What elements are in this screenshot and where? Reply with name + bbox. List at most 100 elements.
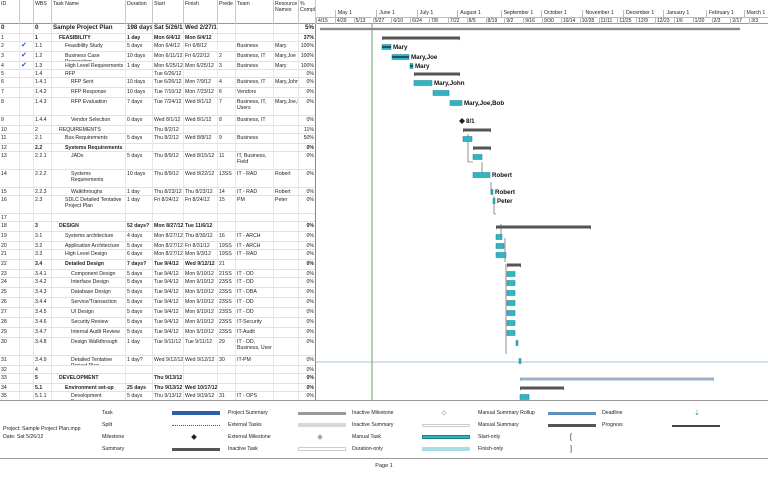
cell-team[interactable] — [236, 260, 274, 269]
cell-finish[interactable]: Wed 9/12/12 — [184, 356, 218, 365]
cell-start[interactable]: Sat 5/26/12 — [153, 24, 184, 33]
cell-indicator[interactable] — [20, 250, 34, 259]
col-predecessors-header[interactable]: Prede — [218, 0, 236, 24]
cell-resource-names[interactable]: Mary,John — [274, 78, 299, 87]
cell-team[interactable] — [236, 144, 274, 151]
cell-task-name[interactable]: Development Environment — [52, 392, 126, 400]
cell-resource-names[interactable] — [274, 214, 299, 221]
cell-percent-complete[interactable]: 0% — [299, 384, 315, 391]
cell-team[interactable] — [236, 24, 274, 33]
cell-task-name[interactable]: RFP Response — [52, 88, 126, 97]
table-row[interactable]: 33 5 DEVELOPMENT Thu 9/13/12 0% — [0, 374, 315, 384]
cell-id[interactable]: 0 — [0, 24, 20, 33]
cell-indicator[interactable] — [20, 98, 34, 115]
cell-resource-names[interactable] — [274, 328, 299, 337]
cell-finish[interactable]: Mon 9/10/12 — [184, 318, 218, 327]
cell-task-name[interactable]: Business Case Preparation — [52, 52, 126, 61]
cell-start[interactable]: Thu 9/13/12 — [153, 392, 184, 400]
cell-resource-names[interactable] — [274, 134, 299, 143]
table-row[interactable]: 10 2 REQUIREMENTS Thu 8/2/12 11% — [0, 126, 315, 134]
cell-team[interactable]: IT - RAD — [236, 170, 274, 187]
cell-predecessors[interactable]: 23SS — [218, 298, 236, 307]
cell-task-name[interactable]: Internal Audit Review — [52, 328, 126, 337]
cell-team[interactable]: IT - DD, Business, User — [236, 338, 274, 355]
cell-task-name[interactable]: Application Architecture — [52, 242, 126, 249]
cell-wbs[interactable]: 1.4.2 — [34, 88, 52, 97]
cell-resource-names[interactable]: Mary,Joe — [274, 52, 299, 61]
table-row[interactable]: 4 ✔ 1.3 High Level Requirements 1 day Mon 6/2… — [0, 62, 315, 70]
cell-task-name[interactable]: Systems Requirements — [52, 144, 126, 151]
cell-percent-complete[interactable]: 0% — [299, 366, 315, 373]
cell-team[interactable]: IT-Audit — [236, 328, 274, 337]
cell-percent-complete[interactable]: 0% — [299, 144, 315, 151]
cell-wbs[interactable]: 2.1 — [34, 134, 52, 143]
cell-finish[interactable]: Mon 9/10/12 — [184, 308, 218, 317]
cell-id[interactable]: 22 — [0, 260, 20, 269]
cell-finish[interactable]: Tue 9/11/12 — [184, 338, 218, 355]
cell-task-name[interactable]: Environment set-up — [52, 384, 126, 391]
cell-finish[interactable]: Mon 6/25/12 — [184, 62, 218, 69]
cell-wbs[interactable]: 1.3 — [34, 62, 52, 69]
cell-resource-names[interactable] — [274, 250, 299, 259]
table-row[interactable]: 1 1 FEASIBILITY 1 day Mon 6/4/12 Mon 6/4/12 37… — [0, 34, 315, 42]
cell-task-name[interactable]: Vendor Selection — [52, 116, 126, 125]
cell-team[interactable]: IT - RAD — [236, 250, 274, 259]
cell-duration[interactable]: 10 days — [126, 78, 153, 87]
cell-resource-names[interactable] — [274, 88, 299, 97]
cell-team[interactable]: Business — [236, 62, 274, 69]
cell-start[interactable]: Thu 8/23/12 — [153, 188, 184, 195]
cell-finish[interactable] — [184, 126, 218, 133]
cell-resource-names[interactable]: Robert — [274, 188, 299, 195]
table-row[interactable]: 3 ✔ 1.2 Business Case Preparation 10 days Mon… — [0, 52, 315, 62]
cell-indicator[interactable]: ✔ — [20, 52, 34, 61]
cell-task-name[interactable] — [52, 214, 126, 221]
cell-duration[interactable]: 1 day — [126, 34, 153, 41]
cell-percent-complete[interactable]: 0% — [299, 88, 315, 97]
cell-duration[interactable]: 198 days — [126, 24, 153, 33]
cell-task-name[interactable]: Design Walkthrough — [52, 338, 126, 355]
cell-indicator[interactable] — [20, 88, 34, 97]
cell-id[interactable]: 33 — [0, 374, 20, 383]
cell-wbs[interactable]: 1.1 — [34, 42, 52, 51]
cell-duration[interactable]: 5 days — [126, 308, 153, 317]
cell-team[interactable] — [236, 366, 274, 373]
cell-id[interactable]: 32 — [0, 366, 20, 373]
cell-finish[interactable]: Wed 9/19/12 — [184, 392, 218, 400]
cell-resource-names[interactable] — [274, 126, 299, 133]
cell-wbs[interactable]: 2.2.1 — [34, 152, 52, 169]
cell-team[interactable]: IT-PM — [236, 356, 274, 365]
cell-start[interactable]: Tue 7/24/12 — [153, 98, 184, 115]
cell-predecessors[interactable]: 2 — [218, 52, 236, 61]
cell-task-name[interactable]: SDLC Detailed Tentative Project Plan — [52, 196, 126, 213]
cell-id[interactable]: 8 — [0, 98, 20, 115]
cell-indicator[interactable] — [20, 170, 34, 187]
cell-percent-complete[interactable]: 0% — [299, 232, 315, 241]
table-row[interactable]: 15 2.2.3 Walkthroughs 1 day Thu 8/23/12 Thu 8… — [0, 188, 315, 196]
cell-wbs[interactable]: 3 — [34, 222, 52, 231]
cell-indicator[interactable] — [20, 278, 34, 287]
cell-wbs[interactable]: 3.4 — [34, 260, 52, 269]
cell-predecessors[interactable]: 14 — [218, 188, 236, 195]
table-row[interactable]: 18 3 DESIGN 52 days? Mon 8/27/12 Tue 11/6/12 0… — [0, 222, 315, 232]
cell-wbs[interactable]: 1.4.1 — [34, 78, 52, 87]
cell-wbs[interactable]: 2.3 — [34, 196, 52, 213]
cell-predecessors[interactable]: 6 — [218, 88, 236, 97]
table-row[interactable]: 25 3.4.3 Database Design 5 days Tue 9/4/12 Mo… — [0, 288, 315, 298]
cell-percent-complete[interactable]: 0% — [299, 308, 315, 317]
cell-finish[interactable] — [184, 366, 218, 373]
table-row[interactable]: 7 1.4.2 RFP Response 10 days Tue 7/10/12 Mon … — [0, 88, 315, 98]
cell-task-name[interactable] — [52, 366, 126, 373]
cell-start[interactable]: Wed 8/1/12 — [153, 116, 184, 125]
cell-indicator[interactable] — [20, 134, 34, 143]
cell-finish[interactable]: Mon 9/10/12 — [184, 278, 218, 287]
cell-predecessors[interactable]: 15 — [218, 196, 236, 213]
cell-predecessors[interactable] — [218, 374, 236, 383]
cell-start[interactable]: Mon 6/4/12 — [153, 34, 184, 41]
cell-percent-complete[interactable]: 0% — [299, 260, 315, 269]
cell-percent-complete[interactable]: 0% — [299, 328, 315, 337]
cell-resource-names[interactable] — [274, 144, 299, 151]
table-row[interactable]: 20 3.2 Application Architecture 5 days Mon 8… — [0, 242, 315, 250]
table-row[interactable]: 28 3.4.6 Security Review 5 days Tue 9/4/12 Mo… — [0, 318, 315, 328]
cell-predecessors[interactable]: 8 — [218, 116, 236, 125]
cell-finish[interactable]: Wed 8/15/12 — [184, 152, 218, 169]
